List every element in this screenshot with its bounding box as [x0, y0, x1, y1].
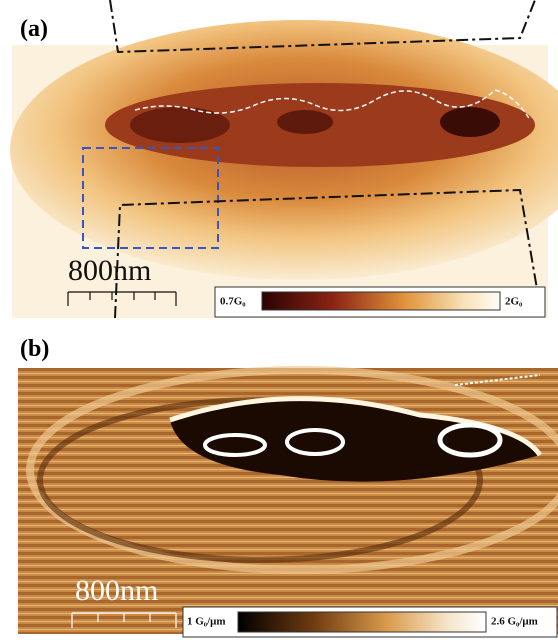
colorbar-min: 0.7G₀ [220, 296, 246, 308]
scale-bar-label: 800nm [68, 254, 151, 287]
panel-label: (a) [20, 16, 48, 42]
image-a [10, 20, 558, 318]
colorbar-max: 2.6 G₀/μm [491, 616, 538, 628]
scale-bar-label: 800nm [75, 574, 158, 607]
colorbar [237, 611, 487, 633]
scale-bar [71, 612, 177, 628]
colorbar [261, 291, 501, 311]
scale-bar [67, 291, 177, 306]
colorbar-min: 1 G₀/μm [187, 616, 226, 628]
decoration [109, 0, 543, 319]
panel-label: (b) [20, 336, 49, 362]
image-b [18, 366, 558, 634]
colorbar-max: 2G₀ [505, 296, 523, 308]
